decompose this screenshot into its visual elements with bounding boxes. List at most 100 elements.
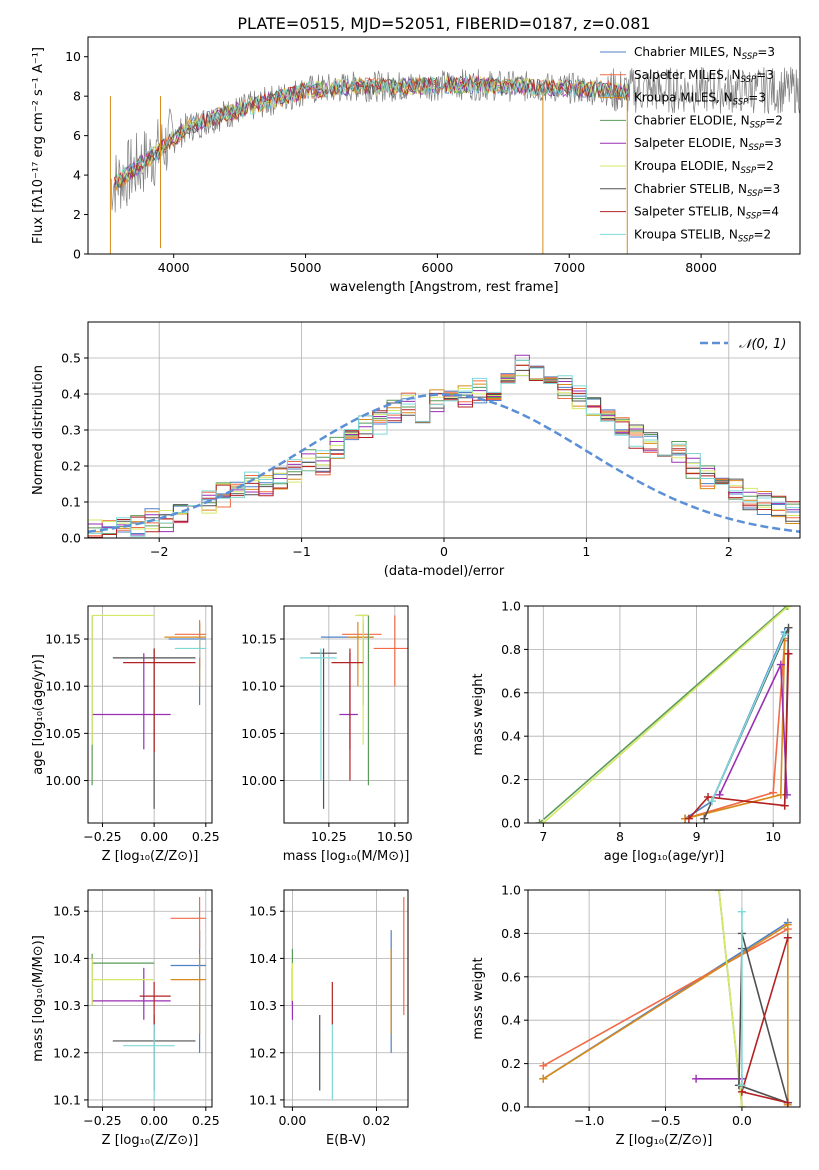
x-tick-label: 0.25 — [192, 829, 220, 844]
y-tick-label: 6 — [73, 128, 81, 143]
y-tick-label: 10.05 — [45, 726, 81, 741]
y-tick-label: 0 — [73, 247, 81, 262]
weight-series-line — [718, 664, 788, 796]
chart-age_vs_Z: −0.25 0.00 0.25 10.00 10.05 10.10 10.15 Z [log₁… — [31, 605, 220, 864]
legend-label: Kroupa MILES, NSSP=3 — [634, 91, 766, 108]
legend-tail: =3 — [757, 45, 775, 59]
y-tick-label: 0.2 — [61, 459, 81, 474]
y-tick-label: 10.00 — [45, 773, 81, 788]
chart-mass_vs_ebv: 0.00 0.02 10.1 10.2 10.3 10.4 10.5 E(B-V) — [249, 889, 409, 1148]
legend-tail: =3 — [748, 91, 766, 105]
x-tick-label: 9 — [693, 829, 701, 844]
plot-border — [87, 889, 213, 1108]
plot-area — [539, 890, 792, 1107]
chart-mass_vs_Z: −0.25 0.00 0.25 10.1 10.2 10.3 10.4 10.5 Z [log₁… — [31, 889, 220, 1148]
weight-series-line — [542, 606, 790, 823]
legend-label: Kroupa ELODIE, NSSP=2 — [634, 159, 774, 176]
y-tick-label: 10.3 — [53, 998, 81, 1013]
y-tick-label: 10.4 — [53, 951, 81, 966]
y-tick-label: 10.1 — [249, 1092, 277, 1107]
y-tick-label: 10.00 — [241, 773, 277, 788]
plot-area — [299, 614, 408, 809]
x-axis-label: (data-model)/error — [384, 564, 505, 579]
y-tick-label: 10.10 — [241, 679, 277, 694]
y-axis-label: mass weight — [471, 673, 486, 755]
y-tick-label: 10.4 — [249, 951, 277, 966]
x-axis-label: Z [log₁₀(Z/Z⊙)] — [102, 1133, 199, 1148]
weight-point-marker — [776, 660, 785, 669]
y-tick-label: 10.2 — [249, 1045, 277, 1060]
y-tick-label: 0.4 — [501, 1013, 521, 1028]
y-tick-label: 0.8 — [501, 642, 521, 657]
y-axis-label: mass weight — [471, 957, 486, 1039]
x-axis-label: Z [log₁₀(Z/Z⊙)] — [616, 1133, 713, 1148]
legend-tail: =3 — [756, 68, 774, 82]
y-tick-label: 0.0 — [501, 816, 521, 831]
legend-subscript: SSP — [747, 189, 763, 199]
plot-border — [283, 889, 409, 1108]
x-tick-label: −1 — [292, 544, 310, 559]
chart-weight_vs_Z: −1.0 −0.5 0.0 0.0 0.2 0.4 0.6 0.8 1.0 Z [log₁₀(Z/… — [471, 883, 801, 1148]
x-axis-label: mass [log₁₀(M/M⊙)] — [283, 849, 410, 864]
x-tick-label: 0.02 — [363, 1113, 391, 1128]
chart-spectrum: 4000 5000 6000 7000 8000 0 2 4 6 8 10 wavelength [A… — [31, 36, 801, 295]
x-tick-label: 10 — [765, 829, 781, 844]
y-axis-label: Flux [fλ10⁻¹⁷ erg cm⁻² s⁻¹ A⁻¹] — [31, 47, 46, 244]
legend-text: Kroupa STELIB, N — [634, 227, 738, 241]
plot-area — [91, 897, 206, 1100]
x-tick-label: 7 — [539, 829, 547, 844]
y-tick-label: 0.0 — [501, 1100, 521, 1115]
y-tick-label: 0.0 — [61, 531, 81, 546]
x-tick-label: 0.00 — [278, 1113, 306, 1128]
legend-text: Salpeter ELODIE, N — [634, 136, 748, 150]
x-tick-label: 6000 — [422, 260, 454, 275]
y-tick-label: 8 — [73, 89, 81, 104]
weight-point-marker — [782, 606, 791, 610]
weight-point-marker — [715, 790, 724, 799]
legend-subscript: SSP — [748, 143, 764, 153]
x-tick-label: 4000 — [158, 260, 190, 275]
y-tick-label: 2 — [73, 207, 81, 222]
x-tick-label: −0.25 — [83, 829, 121, 844]
legend-subscript: SSP — [741, 166, 757, 176]
chart-age_vs_mass: 10.25 10.50 10.00 10.05 10.10 10.15 mass [log₁… — [241, 605, 413, 864]
weight-point-marker — [737, 1081, 746, 1090]
y-axis-label: mass [log₁₀(M/M⊙)] — [31, 935, 46, 1062]
histogram-steps — [88, 359, 800, 537]
y-tick-label: 10.3 — [249, 998, 277, 1013]
y-tick-label: 10.15 — [241, 632, 277, 647]
y-tick-label: 1.0 — [501, 883, 521, 898]
y-tick-label: 0.2 — [501, 772, 521, 787]
weight-point-marker — [684, 814, 693, 823]
weight-series-line — [688, 653, 790, 820]
y-tick-label: 0.4 — [501, 729, 521, 744]
weight-series-line — [738, 933, 789, 1104]
weight-point-marker — [539, 1061, 548, 1070]
x-tick-label: 0 — [440, 544, 448, 559]
weight-point-marker — [539, 1074, 548, 1083]
x-axis-label: age [log₁₀(age/yr)] — [604, 849, 725, 864]
weight-point-marker — [704, 792, 713, 801]
y-tick-label: 1.0 — [501, 599, 521, 614]
weight-series-line — [538, 606, 788, 823]
y-tick-label: 10.15 — [45, 632, 81, 647]
y-tick-label: 0.4 — [61, 387, 81, 402]
legend-subscript: SSP — [746, 212, 762, 222]
y-tick-label: 0.6 — [501, 685, 521, 700]
legend-label: Chabrier ELODIE, NSSP=2 — [634, 113, 783, 130]
legend-tail: =4 — [761, 205, 779, 219]
y-tick-label: 0.1 — [61, 495, 81, 510]
legend-subscript: SSP — [741, 75, 757, 85]
normal-curve-line — [88, 393, 800, 533]
weight-point-marker — [769, 788, 778, 797]
plot-area — [88, 354, 800, 538]
weight-series-line — [684, 631, 786, 820]
x-axis-label: Z [log₁₀(Z/Z⊙)] — [102, 849, 199, 864]
plot-area — [535, 606, 793, 823]
weight-point-marker — [783, 933, 792, 942]
x-tick-label: 8000 — [685, 260, 717, 275]
weight-point-marker — [784, 606, 793, 610]
legend-subscript: SSP — [733, 98, 749, 108]
